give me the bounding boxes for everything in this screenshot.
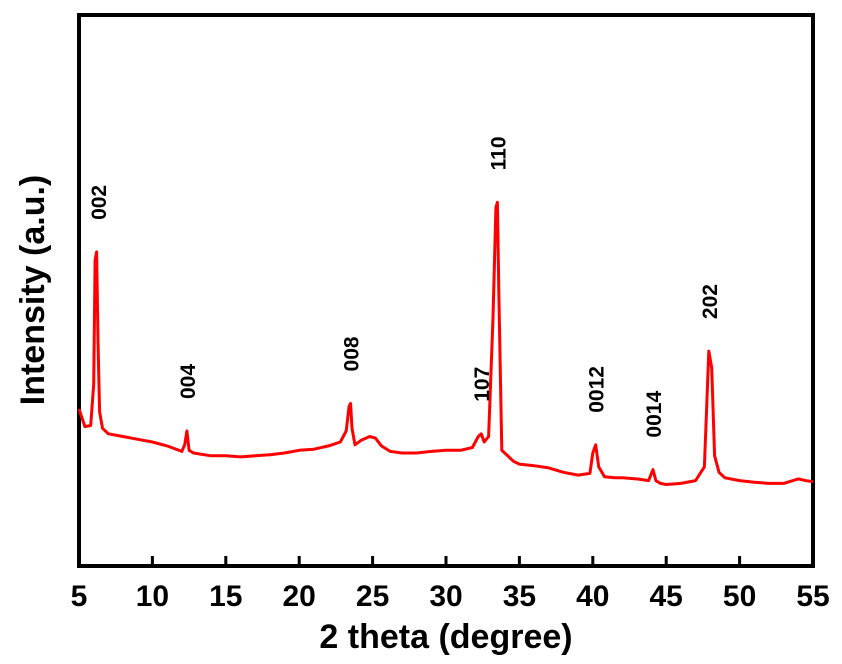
peak-label: 107: [471, 367, 494, 402]
peak-label: 004: [177, 364, 200, 399]
x-tick-label: 40: [576, 580, 609, 613]
x-tick-label: 35: [503, 580, 536, 613]
peak-label: 110: [487, 136, 510, 170]
peak-label: 0014: [643, 391, 666, 438]
peak-label: 0012: [586, 366, 609, 413]
x-tick-label: 5: [71, 580, 88, 613]
x-tick-label: 55: [796, 580, 829, 613]
peak-labels: 002 004 008 107 110 0012 0014 202: [88, 136, 722, 437]
x-tick-label: 50: [723, 580, 756, 613]
x-tick-labels: 5 10 15 20 25 30 35 40 45 50 55: [71, 580, 830, 613]
x-axis-label: 2 theta (degree): [319, 618, 572, 656]
x-tick-label: 30: [429, 580, 462, 613]
peak-label: 202: [699, 284, 722, 319]
peak-label: 008: [341, 336, 364, 371]
x-tick-label: 20: [283, 580, 316, 613]
x-tick-label: 45: [650, 580, 683, 613]
peak-label: 002: [88, 185, 111, 220]
y-axis-label: Intensity (a.u.): [14, 175, 52, 405]
x-tick-label: 25: [356, 580, 389, 613]
series-line: [77, 200, 814, 486]
x-tick-label: 15: [209, 580, 242, 613]
x-tick-label: 10: [136, 580, 169, 613]
x-ticks: [77, 556, 815, 566]
